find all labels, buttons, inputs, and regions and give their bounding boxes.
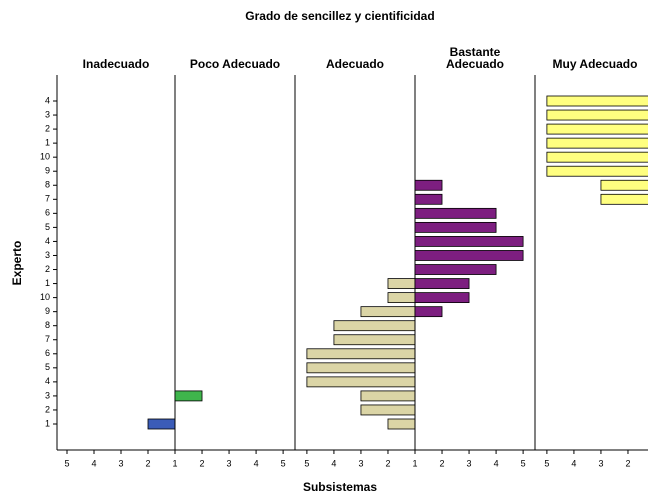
x-tick-label: 5 bbox=[304, 458, 309, 468]
y-tick-label: 8 bbox=[45, 180, 50, 190]
bar bbox=[414, 236, 524, 247]
y-tick-label: 6 bbox=[45, 208, 50, 218]
y-tick-label: 5 bbox=[45, 362, 50, 372]
x-tick-label: 5 bbox=[544, 458, 549, 468]
y-tick-label: 3 bbox=[45, 109, 50, 119]
y-tick-label: 9 bbox=[45, 166, 50, 176]
bar bbox=[387, 418, 416, 430]
x-tick-label: 5 bbox=[521, 458, 526, 468]
bar bbox=[414, 207, 497, 219]
bar bbox=[147, 418, 176, 430]
chart-title: Grado de sencillez y cientificidad bbox=[245, 9, 434, 23]
x-tick-label: 1 bbox=[412, 458, 417, 468]
x-tick-label: 2 bbox=[145, 458, 150, 468]
bar bbox=[546, 109, 648, 121]
x-tick-label: 4 bbox=[91, 458, 96, 468]
bar bbox=[360, 306, 416, 318]
y-tick-label: 5 bbox=[45, 222, 50, 232]
x-tick-label: 5 bbox=[281, 458, 286, 468]
bar bbox=[414, 292, 470, 304]
y-tick-label: 6 bbox=[45, 348, 50, 358]
x-tick-label: 3 bbox=[358, 458, 363, 468]
bar bbox=[414, 264, 497, 275]
x-tick-label: 1 bbox=[172, 458, 177, 468]
x-tick-label: 2 bbox=[625, 458, 630, 468]
panel-header: Adecuado bbox=[325, 57, 384, 71]
bar bbox=[546, 95, 648, 107]
bar bbox=[306, 348, 416, 360]
y-tick-label: 7 bbox=[45, 194, 50, 204]
bar bbox=[414, 221, 497, 233]
bar bbox=[600, 179, 648, 191]
bar bbox=[306, 376, 416, 388]
y-tick-label: 4 bbox=[45, 236, 50, 246]
bar bbox=[546, 165, 648, 177]
bar bbox=[414, 250, 524, 261]
panel-header: Bastante Adecuado bbox=[445, 45, 504, 71]
bar bbox=[174, 390, 203, 402]
bar bbox=[546, 151, 648, 163]
bar bbox=[333, 334, 416, 346]
y-tick-label: 9 bbox=[45, 306, 50, 316]
x-tick-label: 4 bbox=[331, 458, 336, 468]
bar bbox=[387, 278, 416, 289]
x-tick-label: 2 bbox=[385, 458, 390, 468]
bar bbox=[546, 137, 648, 149]
bar bbox=[546, 123, 648, 135]
bar bbox=[414, 179, 443, 191]
bar bbox=[387, 292, 416, 304]
y-tick-label: 1 bbox=[45, 418, 50, 428]
y-tick-label: 1 bbox=[45, 278, 50, 288]
y-tick-label: 2 bbox=[45, 264, 50, 274]
bar bbox=[306, 362, 416, 374]
x-tick-label: 3 bbox=[227, 458, 232, 468]
y-tick-label: 10 bbox=[40, 292, 50, 302]
y-tick-label: 8 bbox=[45, 320, 50, 330]
bar bbox=[360, 404, 416, 416]
panel-header: Poco Adecuado bbox=[189, 57, 281, 71]
y-tick-label: 4 bbox=[45, 376, 50, 386]
y-tick-label: 2 bbox=[45, 123, 50, 133]
y-tick-label: 2 bbox=[45, 404, 50, 414]
x-tick-label: 2 bbox=[200, 458, 205, 468]
bar bbox=[333, 320, 416, 332]
x-tick-label: 2 bbox=[440, 458, 445, 468]
bar bbox=[414, 193, 443, 205]
x-tick-label: 3 bbox=[118, 458, 123, 468]
y-tick-label: 1 bbox=[45, 138, 50, 148]
y-tick-label: 10 bbox=[40, 152, 50, 162]
x-tick-label: 3 bbox=[467, 458, 472, 468]
bar bbox=[414, 306, 443, 318]
panel-header: Inadecuado bbox=[82, 57, 150, 71]
x-axis-label: Subsistemas bbox=[303, 480, 377, 494]
panel-header: Muy Adecuado bbox=[552, 57, 638, 71]
x-tick-label: 4 bbox=[254, 458, 259, 468]
bar bbox=[414, 278, 470, 289]
y-tick-label: 3 bbox=[45, 250, 50, 260]
x-tick-label: 5 bbox=[64, 458, 69, 468]
bar bbox=[360, 390, 416, 402]
y-tick-label: 3 bbox=[45, 390, 50, 400]
y-axis-label: Experto bbox=[10, 241, 24, 286]
x-tick-label: 3 bbox=[598, 458, 603, 468]
y-tick-label: 7 bbox=[45, 334, 50, 344]
x-tick-label: 4 bbox=[571, 458, 576, 468]
x-tick-label: 4 bbox=[494, 458, 499, 468]
bar bbox=[600, 193, 648, 205]
y-tick-label: 4 bbox=[45, 95, 50, 105]
